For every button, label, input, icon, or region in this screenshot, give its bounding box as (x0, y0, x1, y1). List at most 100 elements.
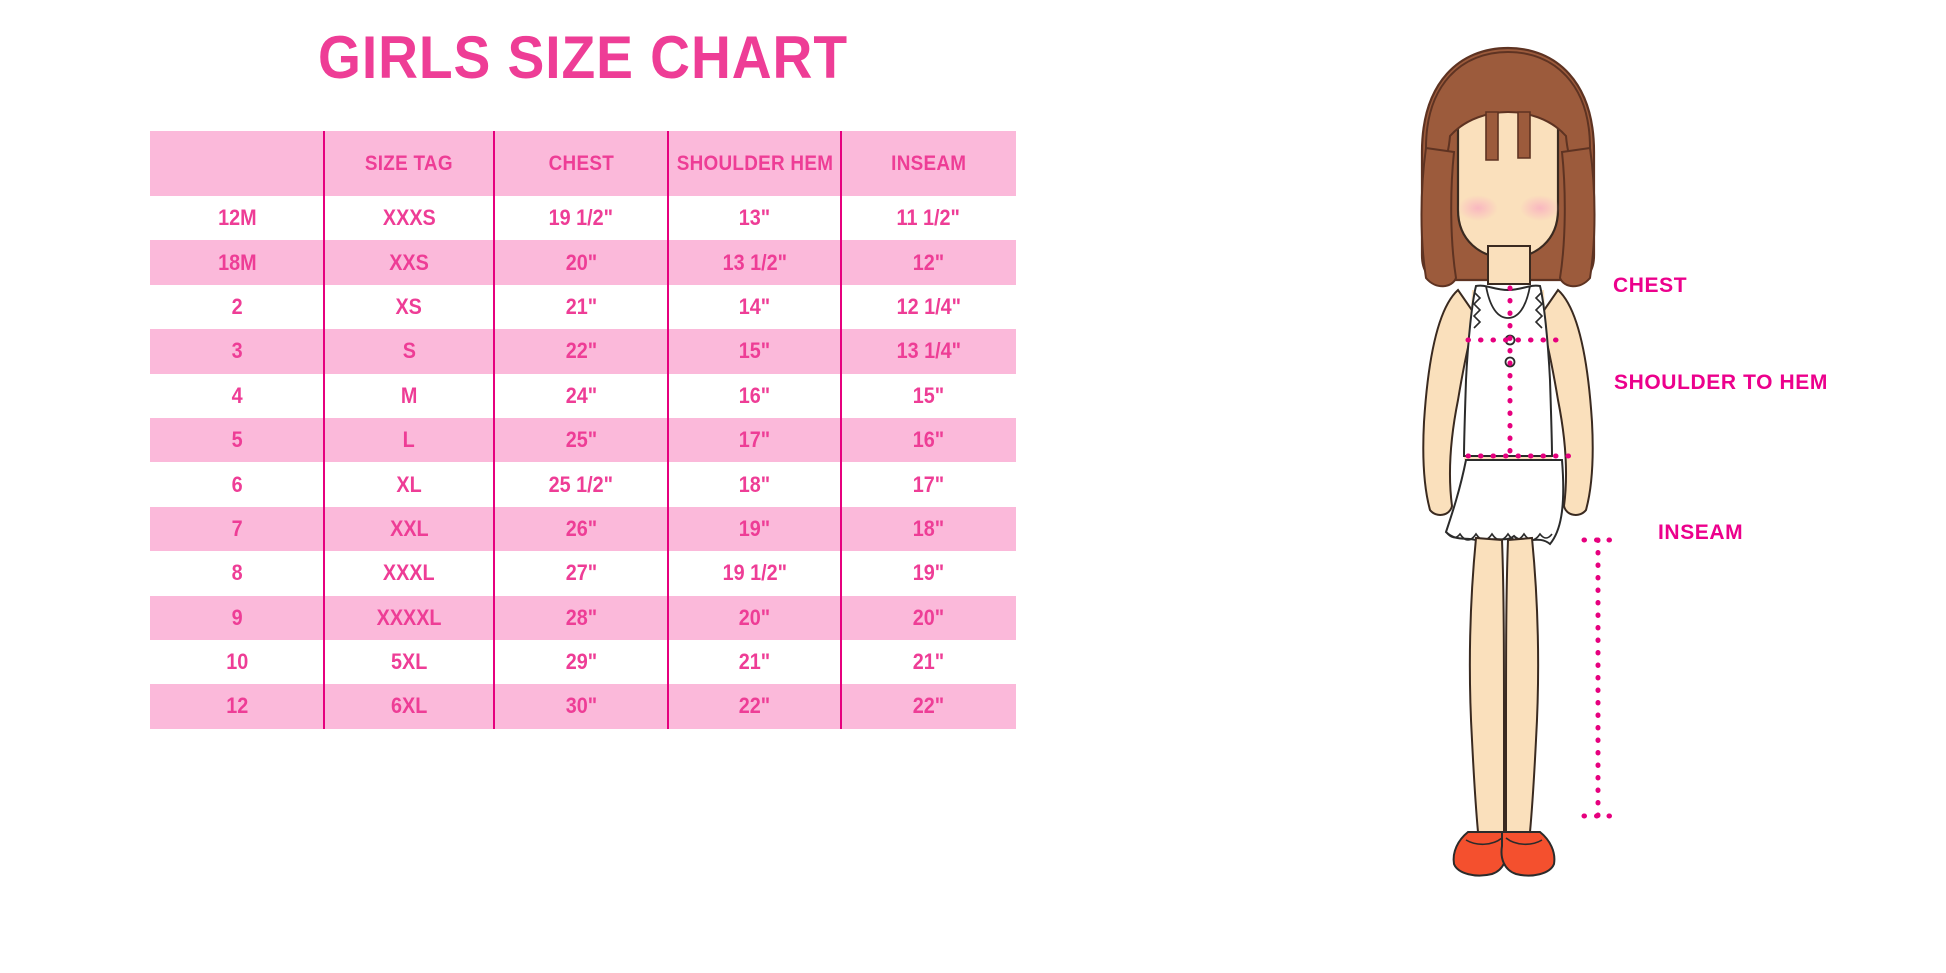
hair-side-left (1420, 146, 1458, 288)
tank-top (1462, 284, 1554, 457)
table-row: 12M XXXS 19 1/2" 13" 11 1/2" (150, 196, 1016, 241)
hair-side-right (1558, 146, 1596, 288)
cell-inseam-text: 22" (912, 693, 945, 719)
cell-size-tag: L (324, 417, 494, 463)
cell-size-tag-text: XL (396, 471, 422, 497)
cell-size-tag: XS (324, 284, 494, 330)
table-body: 12M XXXS 19 1/2" 13" 11 1/2" 18M XXS 20" 13 1/2"… (150, 196, 1016, 729)
cell-size: 4 (150, 373, 324, 418)
column-header-shoulder-hem: SHOULDER HEM (668, 131, 841, 196)
cell-inseam: 19" (841, 551, 1016, 596)
cell-size-tag-text: L (402, 427, 416, 453)
cell-size: 8 (150, 551, 324, 596)
cell-chest-text: 22" (565, 338, 597, 364)
cell-shoulder-hem: 13" (668, 196, 841, 241)
cell-inseam: 15" (841, 373, 1016, 418)
cell-size-tag-text: 6XL (390, 693, 428, 719)
cell-size-text: 18M (217, 249, 257, 275)
size-chart-table: SIZE TAG CHEST SHOULDER HEM INSEAM 12M XX… (150, 131, 1016, 729)
table-row: 10 5XL 29" 21" 21" (150, 639, 1016, 685)
cell-chest-text: 28" (565, 604, 597, 630)
cell-size-tag-text: XXXL (383, 560, 435, 586)
cell-inseam: 12" (841, 240, 1016, 285)
cell-size-tag: S (324, 329, 494, 374)
cell-inseam: 22" (841, 684, 1016, 729)
cell-shoulder-hem: 22" (668, 684, 841, 729)
cheek-right (1520, 195, 1560, 221)
cell-size-text: 10 (225, 649, 249, 675)
cell-size-tag: XXS (324, 240, 494, 285)
cell-inseam: 20" (841, 595, 1016, 640)
column-header-size-tag: SIZE TAG (324, 131, 494, 196)
cell-chest-text: 20" (565, 249, 597, 275)
cell-chest: 19 1/2" (494, 196, 668, 241)
cell-chest: 29" (494, 639, 668, 685)
cell-inseam: 21" (841, 639, 1016, 685)
cell-inseam: 16" (841, 417, 1016, 463)
cell-size-text: 9 (231, 604, 243, 630)
cell-chest: 25 1/2" (494, 462, 668, 507)
leg-right (1505, 536, 1540, 833)
cell-shoulder-hem: 18" (668, 462, 841, 507)
cell-size: 3 (150, 329, 324, 374)
callout-label-shoulder-to-hem: SHOULDER TO HEM (1614, 371, 1828, 394)
cell-chest-text: 27" (565, 560, 597, 586)
page-title: GIRLS SIZE CHART (318, 24, 848, 91)
cell-shoulder-hem-text: 19 1/2" (722, 560, 787, 586)
arm-right (1538, 288, 1594, 516)
cell-chest-text: 25" (565, 427, 597, 453)
cell-size-tag-text: XXS (389, 249, 429, 275)
cell-inseam: 13 1/4" (841, 329, 1016, 374)
cell-size-tag-text: XS (395, 293, 423, 319)
cell-inseam: 18" (841, 506, 1016, 552)
cell-chest: 20" (494, 240, 668, 285)
column-header-size (150, 131, 324, 196)
cell-shoulder-hem: 17" (668, 417, 841, 463)
table-row: 3 S 22" 15" 13 1/4" (150, 329, 1016, 374)
table-row: 2 XS 21" 14" 12 1/4" (150, 284, 1016, 330)
table-row: 18M XXS 20" 13 1/2" 12" (150, 240, 1016, 285)
arm-left (1422, 288, 1478, 516)
cell-shoulder-hem-text: 14" (738, 293, 771, 319)
cell-size: 9 (150, 595, 324, 640)
table-header: SIZE TAG CHEST SHOULDER HEM INSEAM (150, 131, 1016, 196)
column-divider-3 (667, 131, 669, 729)
table-row: 5 L 25" 17" 16" (150, 417, 1016, 463)
cell-shoulder-hem-text: 22" (738, 693, 771, 719)
cell-size-text: 2 (231, 293, 243, 319)
shoe-left (1452, 831, 1508, 877)
column-divider-4 (840, 131, 842, 729)
cell-size-tag-text: XXXXL (376, 604, 442, 630)
cell-size-tag: XXXXL (324, 595, 494, 640)
cell-size-tag: XL (324, 462, 494, 507)
cell-size-text: 4 (231, 382, 243, 408)
cell-shoulder-hem-text: 15" (738, 338, 771, 364)
cell-size-text: 12 (225, 693, 249, 719)
cell-inseam: 11 1/2" (841, 196, 1016, 241)
cell-shoulder-hem: 15" (668, 329, 841, 374)
table-row: 6 XL 25 1/2" 18" 17" (150, 462, 1016, 507)
cell-shoulder-hem: 21" (668, 639, 841, 685)
cell-size-text: 12M (217, 205, 257, 231)
column-header-inseam: INSEAM (841, 131, 1016, 196)
cell-chest: 22" (494, 329, 668, 374)
cell-chest-text: 19 1/2" (548, 205, 614, 231)
top-ruffle-right (1534, 291, 1544, 329)
cell-size-tag-text: 5XL (390, 649, 428, 675)
cell-chest: 30" (494, 684, 668, 729)
callout-label-chest: CHEST (1613, 274, 1688, 297)
leg-left (1468, 536, 1505, 833)
cell-inseam-text: 21" (912, 649, 945, 675)
shoe-strap-left (1465, 837, 1503, 846)
cell-size-tag-text: S (402, 338, 416, 364)
cell-shoulder-hem-text: 18" (738, 471, 771, 497)
cell-size-text: 5 (231, 427, 243, 453)
cell-shoulder-hem-text: 16" (738, 382, 771, 408)
cell-inseam-text: 11 1/2" (896, 205, 961, 231)
cell-shoulder-hem: 19" (668, 506, 841, 552)
cell-inseam-text: 12" (912, 249, 945, 275)
hair-strand-right (1517, 111, 1531, 159)
cell-shoulder-hem: 13 1/2" (668, 240, 841, 285)
cell-chest-text: 26" (565, 515, 597, 541)
